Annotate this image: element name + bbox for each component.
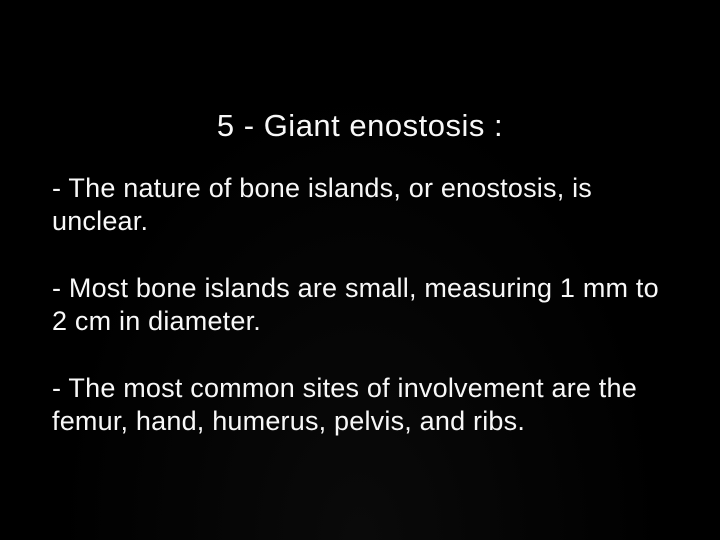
slide-title: 5 - Giant enostosis : (0, 0, 720, 172)
bullet-item: - The most common sites of involvement a… (52, 372, 672, 438)
bullet-item: - Most bone islands are small, measuring… (52, 272, 672, 338)
slide-container: 5 - Giant enostosis : - The nature of bo… (0, 0, 720, 540)
bullet-item: - The nature of bone islands, or enostos… (52, 172, 672, 238)
slide-content: - The nature of bone islands, or enostos… (0, 172, 720, 438)
